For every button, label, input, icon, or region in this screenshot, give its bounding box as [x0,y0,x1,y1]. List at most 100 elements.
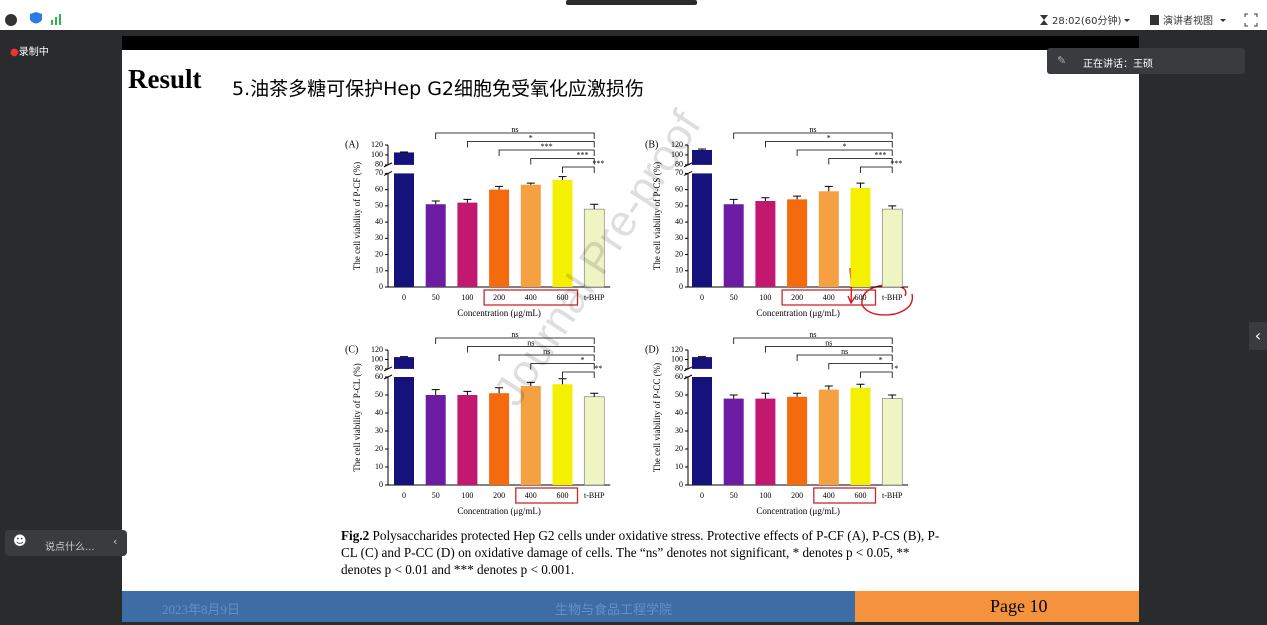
info-icon[interactable] [5,14,17,26]
dropdown-arrow[interactable] [1124,19,1130,22]
y-axis-label: The cell viability of P-CL (%) [352,363,362,471]
x-axis-label: Concentration (μg/mL) [457,308,541,318]
error-bar [888,205,897,210]
bar [692,377,712,485]
bar [818,191,839,287]
y-tick-label: 50 [375,201,383,210]
toolbar: 28:02(60分钟) 演讲者视图 [0,0,1267,30]
bar [583,396,605,486]
highlight-box [781,289,877,306]
significance-label: *** [890,159,902,168]
significance-label: * [529,133,533,142]
error-bar [463,390,472,395]
x-tick-label: 100 [461,491,473,500]
fullscreen-icon[interactable] [1244,13,1258,27]
bar [520,184,541,287]
x-tick-label: 100 [461,293,473,302]
bar [489,189,510,287]
y-tick-label: 80 [675,364,683,373]
caption: Fig.2 Polysaccharides protected Hep G2 c… [341,527,941,578]
y-tick-label: 0 [679,480,683,489]
error-bar [793,392,802,397]
significance-bracket [562,166,595,173]
error-bar [856,383,865,388]
slide-title: 5.油茶多糖可保护Hep G2细胞免受氧化应激损伤 [232,78,645,100]
error-bar [729,394,738,399]
y-tick-label: 100 [371,150,383,159]
error-bar [824,385,833,390]
y-tick-label: 10 [375,462,383,471]
x-tick-label: t-BHP [882,491,903,500]
significance-label: * [581,355,585,364]
dropdown-arrow[interactable] [1220,19,1226,22]
chat-box[interactable]: ☻ 说点什么... ‹ [5,530,127,556]
footer-school: 生物与食品工程学院 [555,602,673,617]
x-tick-label: 200 [493,293,505,302]
x-tick-label: 50 [730,491,738,500]
y-tick-label: 60 [375,184,383,193]
significance-bracket [530,363,595,370]
bar [818,389,839,485]
bar [394,173,414,287]
y-tick-label: 30 [375,233,383,242]
y-tick-label: 20 [375,444,383,453]
y-tick-label: 60 [675,372,683,381]
x-axis-label: Concentration (μg/mL) [457,506,541,516]
error-bar [431,200,440,205]
bar [394,377,414,485]
y-axis-label: The cell viability of P-CS (%) [652,162,662,270]
error-bar [526,381,535,386]
significance-bracket [828,363,893,370]
bar [692,357,712,369]
error-bar [495,387,504,394]
x-tick-label: 600 [557,491,569,500]
y-tick-label: 50 [375,390,383,399]
significance-label: * [879,355,883,364]
footer-right [855,591,1139,622]
error-bar [698,148,706,150]
y-tick-label: 20 [375,249,383,258]
significance-label: *** [592,159,604,168]
y-tick-label: 30 [375,426,383,435]
recording-indicator: ●录制中 [10,47,49,58]
emoji-icon[interactable]: ☻ [13,534,27,549]
panel-label: (B) [645,139,658,150]
footer-left [122,591,855,622]
bar [723,398,744,485]
significance-bracket [562,371,595,378]
significance-bracket [467,346,595,353]
security-icon[interactable] [30,12,42,24]
y-axis-label: The cell viability of P-CF (%) [352,162,362,270]
x-tick-label: 200 [791,293,803,302]
y-tick-label: 80 [375,364,383,373]
error-bar [761,392,770,399]
slide-heading: Result [128,64,202,94]
y-tick-label: 100 [671,150,683,159]
collapse-button[interactable]: ‹ [113,535,118,548]
y-tick-label: 10 [375,266,383,275]
top-tab[interactable] [566,0,697,5]
significance-label: ns [809,125,816,134]
bar [692,173,712,287]
timer[interactable]: 28:02(60分钟) [1052,14,1121,27]
toolbar-icons: 28:02(60分钟) 演讲者视图 [5,0,1258,27]
caption-label: Fig.2 [341,528,370,543]
significance-bracket [828,158,893,165]
panel-label: (D) [645,344,659,355]
mic-icon: ✎ [1057,54,1067,67]
significance-label: * [894,364,898,373]
chat-input[interactable]: 说点什么... [45,542,95,553]
x-tick-label: 400 [525,293,537,302]
y-tick-label: 80 [675,160,683,169]
error-bar [761,197,770,201]
error-bar [558,378,567,385]
panel-label: (A) [345,139,359,150]
significance-label: *** [577,150,589,159]
y-tick-label: 40 [675,217,683,226]
slide-top-strip [122,36,1139,50]
side-toggle[interactable]: ‹ [1249,322,1267,350]
view-mode[interactable]: 演讲者视图 [1163,14,1213,27]
view-icon [1150,15,1159,25]
